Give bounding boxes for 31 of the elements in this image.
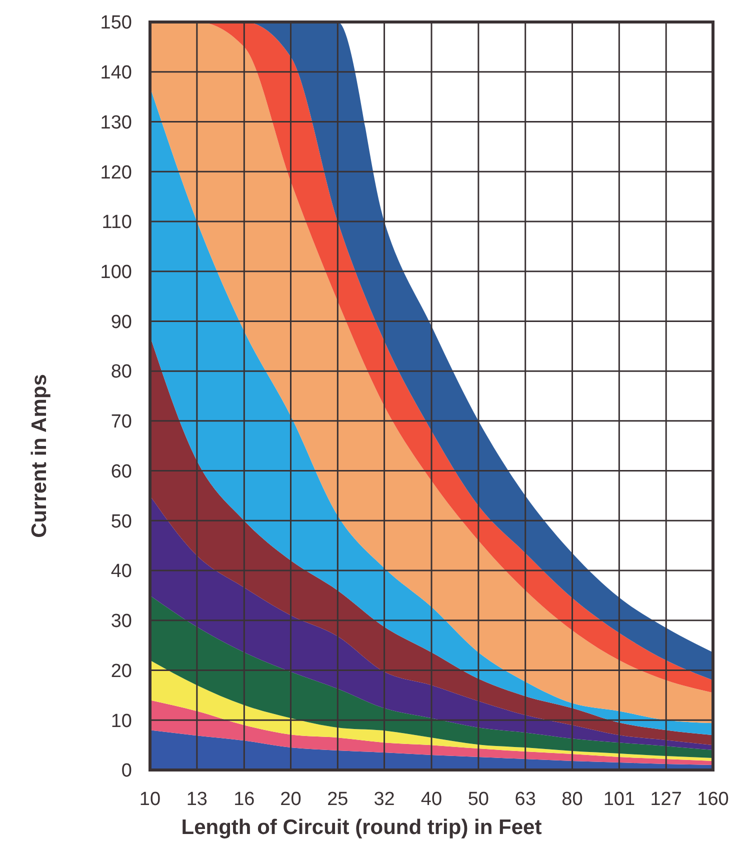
- y-tick-label: 10: [110, 710, 132, 732]
- y-tick-label: 90: [110, 312, 132, 333]
- y-tick-label: 60: [110, 461, 132, 482]
- y-tick-label: 40: [110, 561, 132, 582]
- x-tick-label: 50: [468, 789, 489, 810]
- y-tick-label: 110: [102, 212, 132, 234]
- x-tick-label: 127: [650, 789, 682, 810]
- x-tick-label: 32: [374, 789, 395, 810]
- x-tick-label: 13: [186, 789, 208, 810]
- y-tick-label: 100: [100, 262, 132, 283]
- x-tick-label: 80: [562, 789, 583, 810]
- y-tick-label: 120: [100, 162, 132, 184]
- x-axis-title: Length of Circuit (round trip) in Feet: [181, 816, 542, 839]
- x-tick-label: 160: [697, 789, 729, 810]
- x-tick-label: 63: [514, 789, 536, 810]
- y-tick-label: 80: [110, 362, 132, 383]
- y-tick-label: 50: [110, 511, 132, 532]
- x-tick-label: 40: [420, 789, 442, 810]
- x-tick-label: 20: [280, 789, 302, 810]
- x-tick-label: 101: [603, 789, 636, 810]
- y-tick-label: 150: [100, 12, 132, 34]
- y-tick-label: 20: [110, 660, 132, 682]
- y-axis-title: Current in Amps: [28, 374, 51, 538]
- x-tick-label: 25: [327, 789, 348, 810]
- y-tick-label: 140: [100, 62, 132, 84]
- x-tick-label: 16: [234, 789, 255, 810]
- y-tick-label: 30: [110, 611, 132, 632]
- y-tick-label: 130: [100, 112, 132, 134]
- y-tick-label: 0: [121, 760, 132, 782]
- y-tick-label: 70: [110, 412, 132, 433]
- x-tick-label: 10: [139, 789, 161, 810]
